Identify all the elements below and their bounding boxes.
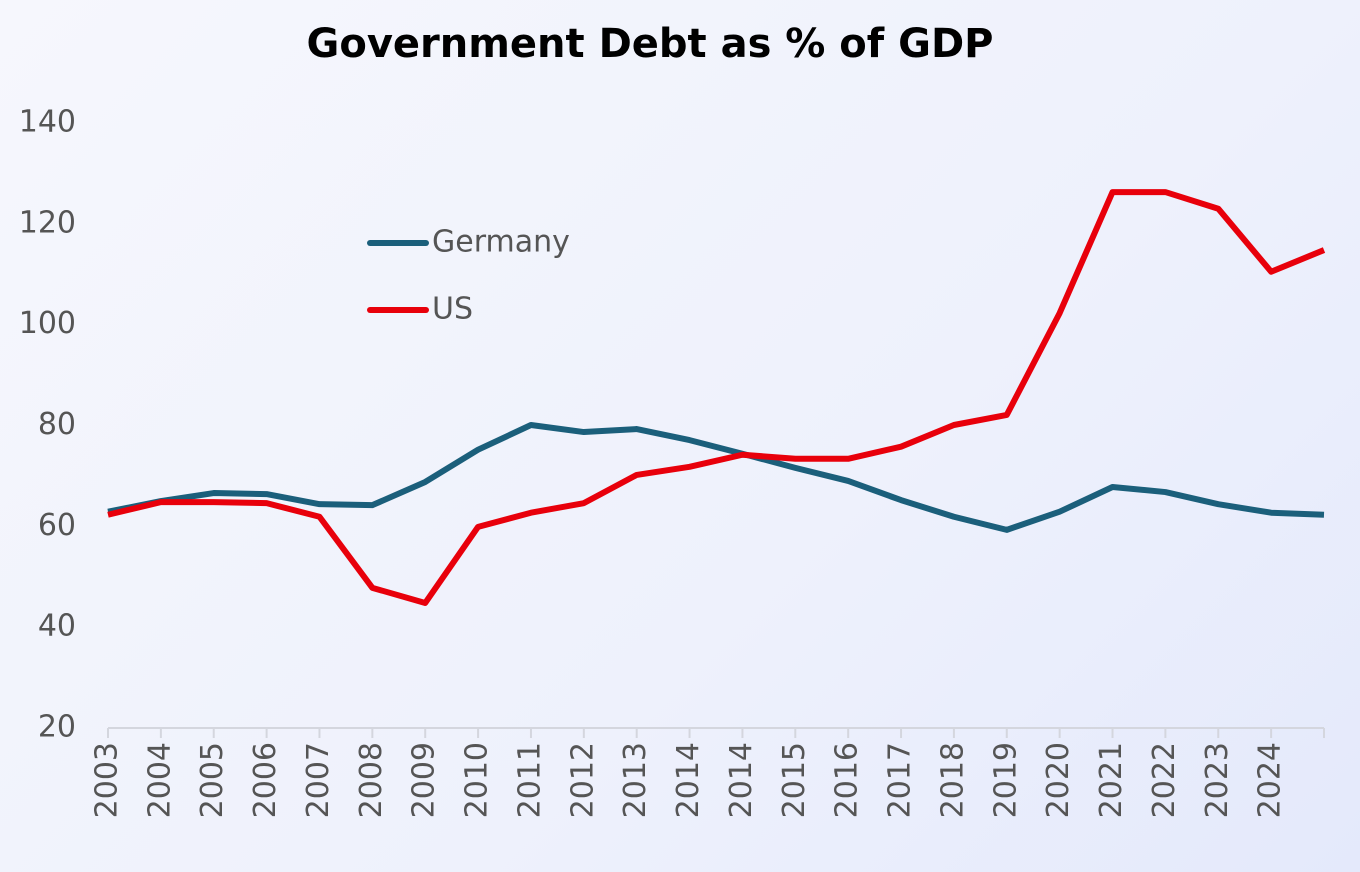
x-tick-label: 2019: [988, 742, 1023, 818]
legend-label: Germany: [432, 225, 570, 260]
y-tick-label: 60: [38, 508, 76, 543]
y-tick-label: 140: [19, 105, 76, 140]
x-tick-label: 2004: [142, 742, 177, 818]
x-tick-label: 2015: [777, 742, 812, 818]
x-tick-label: 2008: [354, 742, 389, 818]
series-line: [107, 421, 1325, 533]
x-tick-label: 2009: [407, 742, 442, 818]
series-line: [107, 189, 1326, 606]
y-tick-label: 120: [19, 205, 76, 240]
x-tick-label: 2014: [724, 742, 759, 818]
x-tick-label: 2014: [671, 742, 706, 818]
y-tick-label: 100: [19, 306, 76, 341]
x-tick-label: 2024: [1253, 742, 1288, 818]
x-tick-label: 2020: [1041, 742, 1076, 818]
x-tick-label: 2021: [1094, 742, 1129, 818]
x-tick-label: 2007: [301, 742, 336, 818]
x-tick-label: 2003: [90, 742, 125, 818]
x-tick-label: 2018: [935, 742, 970, 818]
x-tick-label: 2023: [1200, 742, 1235, 818]
legend-label: US: [432, 292, 473, 327]
x-tick-label: 2011: [512, 742, 547, 818]
x-tick-label: 2012: [565, 742, 600, 818]
chart-title: Government Debt as % of GDP: [307, 21, 994, 67]
x-tick-label: 2013: [618, 742, 653, 818]
x-tick-label: 2010: [460, 742, 495, 818]
y-tick-label: 80: [38, 407, 76, 442]
y-tick-label: 20: [38, 710, 76, 745]
y-tick-label: 40: [38, 609, 76, 644]
x-tick-label: 2016: [830, 742, 865, 818]
x-tick-label: 2022: [1147, 742, 1182, 818]
x-tick-label: 2006: [248, 742, 283, 818]
x-tick-label: 2005: [195, 742, 230, 818]
x-tick-label: 2017: [883, 742, 918, 818]
